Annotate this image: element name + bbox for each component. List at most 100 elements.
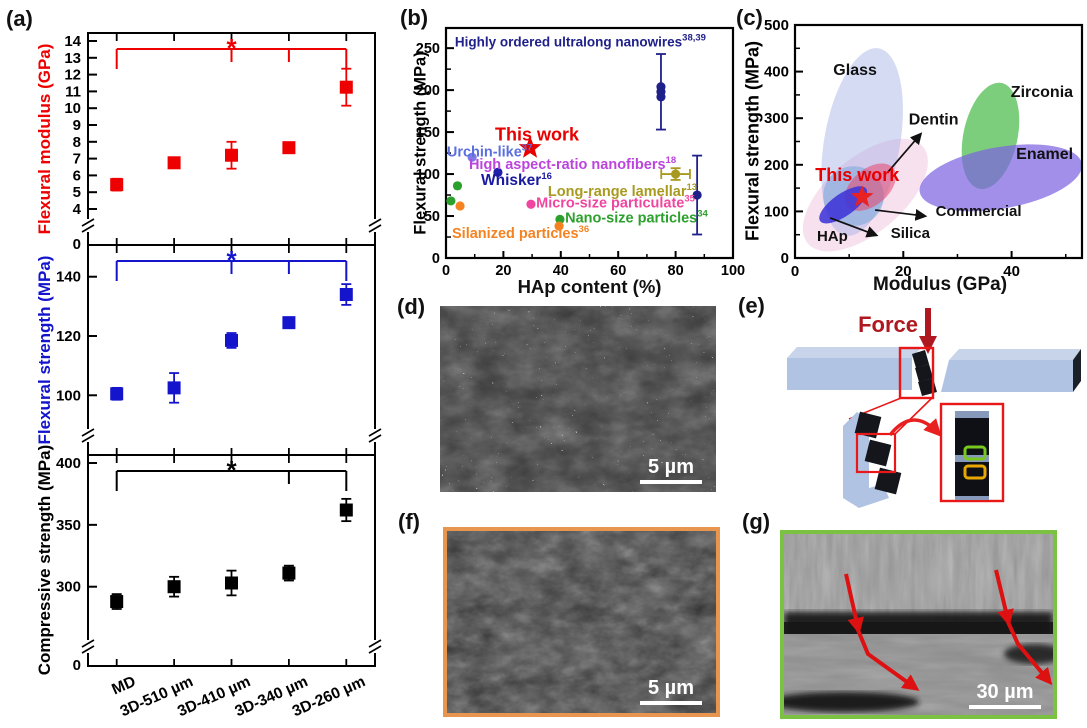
scale-bar-f-line [640, 701, 702, 705]
svg-text:Commercial: Commercial [936, 203, 1022, 220]
svg-text:140: 140 [56, 269, 81, 286]
panel-b-chart: 0 20 40 60 80 100 0 50 100 150 200 250 Highly ordere… [416, 26, 745, 279]
svg-text:50: 50 [424, 209, 440, 225]
force-arrowhead [919, 336, 937, 354]
svg-text:80: 80 [668, 263, 684, 279]
this-work-star [850, 185, 874, 207]
stair-cube-3 [874, 467, 902, 495]
curved-arrow [888, 418, 942, 437]
svg-text:0: 0 [781, 250, 789, 267]
region-enamel [919, 144, 1083, 212]
svg-text:20: 20 [495, 263, 511, 279]
svg-text:11: 11 [65, 83, 81, 100]
svg-text:8: 8 [73, 134, 81, 151]
panel-a-label: (a) [6, 6, 33, 31]
svg-text:0: 0 [73, 236, 81, 253]
svg-text:400: 400 [56, 455, 81, 472]
x-ticks [115, 246, 348, 454]
axis-ticks: 0 20 40 60 80 100 0 50 100 150 200 250 [416, 41, 745, 279]
svg-text:HAp: HAp [817, 228, 848, 245]
svg-text:200: 200 [416, 83, 440, 99]
svg-text:High aspect-ratio nanofibers18: High aspect-ratio nanofibers18 [469, 155, 676, 173]
svg-text:Long-range lamellar13: Long-range lamellar13 [548, 182, 697, 200]
panel-c-chart: 0 20 400100200300400500GlassZirconiaDentin… [764, 17, 1084, 280]
scale-bar-f-text: 5 µm [648, 676, 694, 699]
y-ticks: 100 120 140 [56, 269, 97, 404]
svg-text:Whisker16: Whisker16 [481, 171, 552, 189]
scale-bar-d-text: 5 µm [648, 455, 694, 478]
axis-label-hap-content: HAp content (%) [517, 276, 662, 297]
green-marker-box [963, 445, 987, 461]
inset-bottom-bar [955, 496, 989, 500]
svg-text:Highly ordered ultralong nanow: Highly ordered ultralong nanowires38,39 [455, 32, 706, 49]
significance-bracket: * [115, 245, 348, 281]
panel-e-label: (e) [738, 293, 765, 318]
svg-text:300: 300 [56, 579, 81, 596]
scale-bar-f: 5 µm [640, 676, 702, 705]
data-points [110, 283, 353, 404]
zoom-connector-2 [893, 397, 933, 436]
plot-b: 0 20 40 60 80 100 0 50 100 150 200 250 Highly ordere… [416, 26, 745, 279]
beam-right-end [1073, 349, 1081, 392]
stair-cube-2 [864, 439, 892, 467]
svg-text:9: 9 [73, 117, 81, 134]
svg-text:Enamel: Enamel [1016, 146, 1073, 163]
svg-text:200: 200 [764, 157, 789, 174]
svg-text:10: 10 [64, 100, 81, 117]
panel-a-charts: 45678910111213140*100120140*3003504000*M… [56, 32, 382, 720]
crack-arrow-left-2 [856, 629, 920, 691]
beam-right-front [941, 360, 1073, 392]
svg-text:400: 400 [764, 64, 789, 81]
sem-d-speckles [440, 306, 716, 492]
svg-text:5: 5 [73, 184, 81, 201]
axis-label-modulus: Modulus (GPa) [872, 274, 1008, 295]
svg-text:13: 13 [64, 50, 81, 67]
plot-c: 0 20 400100200300400500GlassZirconiaDentin… [764, 17, 1084, 280]
svg-text:Silica: Silica [891, 225, 931, 242]
annotations: Highly ordered ultralong nanowires38,39 T… [447, 32, 709, 241]
orange-marker-box [963, 464, 987, 480]
data-points [446, 53, 703, 236]
panel-b-label: (b) [400, 5, 429, 30]
scale-bar-g: 30 µm [969, 680, 1041, 709]
svg-text:60: 60 [610, 263, 626, 279]
svg-text:Dentin: Dentin [909, 111, 959, 128]
inset-top-bar [955, 411, 989, 418]
svg-text:This work: This work [815, 165, 900, 185]
beam-right-top [949, 349, 1081, 360]
region-labels: Glass Zirconia Dentin Enamel This work Commer… [815, 62, 1073, 245]
svg-text:350: 350 [56, 517, 81, 534]
data-points [110, 497, 353, 610]
svg-text:40: 40 [553, 263, 569, 279]
crack-arrow-left-1 [844, 573, 865, 635]
x-ticks [115, 34, 348, 244]
fracture-step-2 [915, 364, 933, 382]
svg-text:120: 120 [56, 328, 81, 345]
this-work-star [518, 136, 542, 158]
svg-text:300: 300 [764, 110, 789, 127]
svg-text:*: * [226, 245, 237, 275]
panel-d-label: (d) [397, 294, 426, 319]
sem-image-d: 5 µm [440, 306, 716, 492]
panel-g-label: (g) [742, 509, 771, 534]
fracture-diagram: Force [787, 308, 1081, 508]
x-ticks [115, 456, 348, 665]
svg-text:250: 250 [416, 41, 440, 57]
svg-text:100: 100 [56, 387, 81, 404]
fracture-zoom-box [898, 346, 935, 400]
sem-f-speckles [447, 531, 716, 713]
svg-text:*: * [226, 33, 237, 63]
y-ticks: 300 350 400 [56, 455, 97, 596]
scale-bar-d: 5 µm [640, 455, 702, 484]
svg-text:Glass: Glass [833, 62, 877, 79]
svg-text:Nano-size particles34: Nano-size particles34 [565, 209, 708, 227]
svg-text:Silanized particles36: Silanized particles36 [452, 224, 589, 242]
svg-text:*: * [226, 455, 237, 485]
svg-text:20: 20 [895, 263, 912, 280]
label-arrows [829, 132, 928, 238]
scale-bar-g-text: 30 µm [976, 680, 1034, 703]
sem-image-f: 5 µm [443, 527, 720, 717]
svg-text:100: 100 [416, 167, 440, 183]
